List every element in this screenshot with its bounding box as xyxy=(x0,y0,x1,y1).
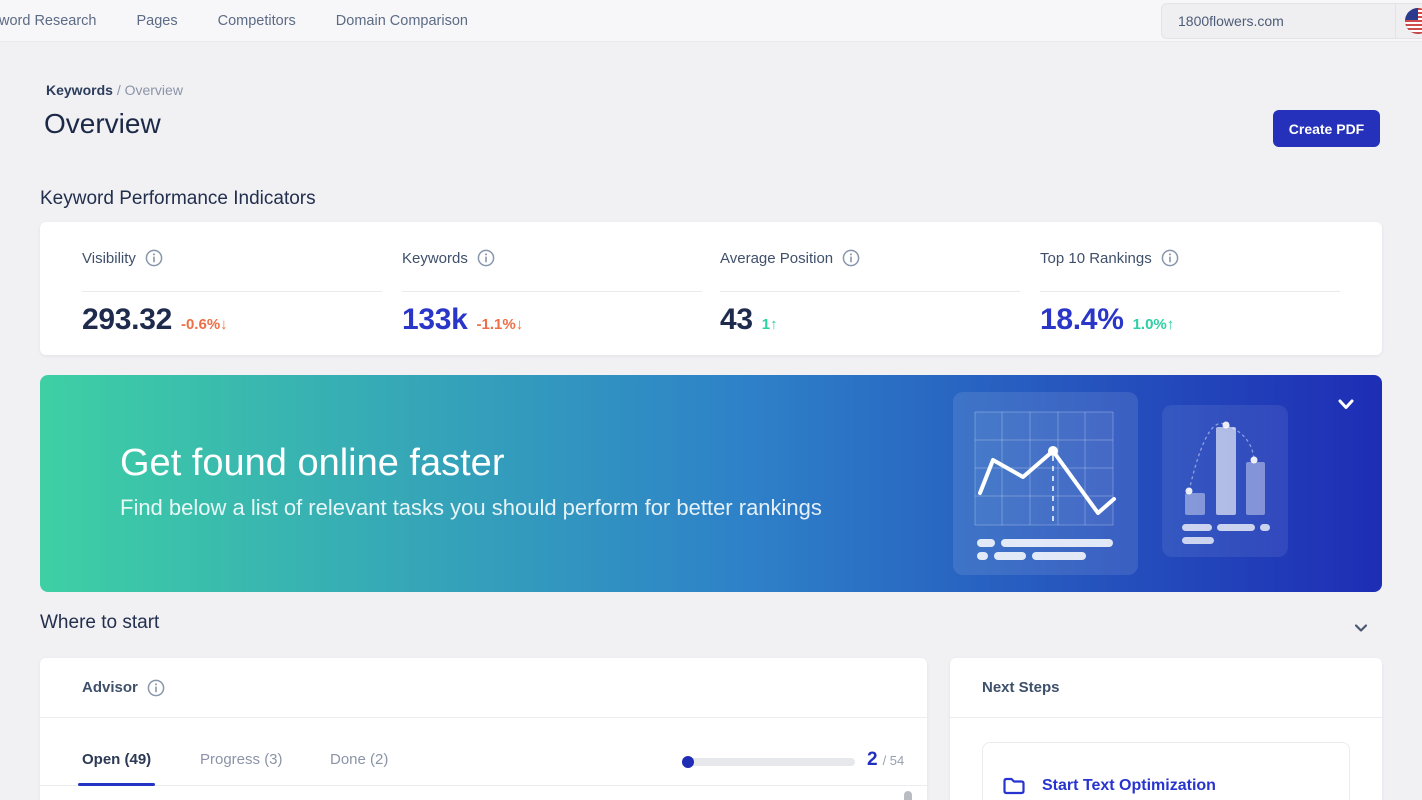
divider xyxy=(1040,291,1340,292)
banner-subtitle: Find below a list of relevant tasks you … xyxy=(120,495,822,520)
breadcrumb-separator: / xyxy=(116,82,121,98)
progress-count: 2 / 54 xyxy=(867,749,904,771)
next-steps-header: Next Steps xyxy=(950,658,1382,718)
kpi-value[interactable]: 18.4% xyxy=(1040,303,1124,336)
breadcrumb-keywords[interactable]: Keywords xyxy=(46,82,113,98)
banner-title: Get found online faster xyxy=(120,442,505,484)
info-icon[interactable] xyxy=(147,679,165,697)
nav-item-domain-comparison[interactable]: Domain Comparison xyxy=(335,13,468,29)
divider xyxy=(720,291,1020,292)
progress-total: / 54 xyxy=(882,753,905,768)
active-tab-indicator xyxy=(78,783,155,786)
scrollbar-thumb[interactable] xyxy=(904,791,912,800)
nav-item-competitors[interactable]: Competitors xyxy=(217,13,296,29)
breadcrumb-current: Overview xyxy=(124,82,183,98)
kpi-label: Visibility xyxy=(82,249,136,267)
advisor-title: Advisor xyxy=(82,679,138,696)
kpi-change: -0.6%↓ xyxy=(180,316,228,333)
kpi-change: -1.1%↓ xyxy=(476,316,524,333)
domain-selector[interactable]: 1800flowers.com xyxy=(1161,3,1422,39)
tab-progress[interactable]: Progress (3) xyxy=(200,751,283,768)
advisor-card: Advisor Open (49) Progress (3) Done (2) … xyxy=(40,658,927,800)
kpi-top10-rankings: Top 10 Rankings 18.4% 1.0%↑ xyxy=(1040,248,1340,337)
line-chart-illustration xyxy=(953,392,1138,575)
kpi-change: 1↑ xyxy=(761,316,778,333)
info-icon[interactable] xyxy=(1161,249,1179,267)
info-icon[interactable] xyxy=(842,249,860,267)
create-pdf-button[interactable]: Create PDF xyxy=(1273,110,1380,147)
nav-item-keyword-research[interactable]: Keyword Research xyxy=(0,13,97,29)
kpi-label: Average Position xyxy=(720,249,834,267)
next-step-item[interactable]: Start Text Optimization xyxy=(982,742,1350,800)
kpi-value: 43 xyxy=(720,303,753,336)
divider xyxy=(1395,4,1396,38)
arrow-down-icon: ↓ xyxy=(515,316,524,333)
kpi-card: Visibility 293.32 -0.6%↓ Keywords xyxy=(40,222,1382,355)
divider xyxy=(82,291,382,292)
tab-done[interactable]: Done (2) xyxy=(330,751,389,768)
kpi-label: Keywords xyxy=(402,249,468,267)
info-icon[interactable] xyxy=(477,249,495,267)
kpi-label: Top 10 Rankings xyxy=(1040,249,1152,267)
next-step-label[interactable]: Start Text Optimization xyxy=(1042,777,1216,794)
nav-items: Keyword Research Pages Competitors Domai… xyxy=(0,0,1422,42)
progress-indicator xyxy=(682,756,694,768)
kpi-keywords: Keywords 133k -1.1%↓ xyxy=(402,248,702,337)
arrow-up-icon: ↑ xyxy=(1166,316,1175,333)
promo-banner: Get found online faster Find below a lis… xyxy=(40,375,1382,592)
next-steps-title: Next Steps xyxy=(982,679,1060,696)
breadcrumb: Keywords / Overview xyxy=(46,82,183,98)
top-navigation: Keyword Research Pages Competitors Domai… xyxy=(0,0,1422,42)
progress-done: 2 xyxy=(867,749,878,770)
bar-chart-illustration xyxy=(1162,405,1288,557)
next-steps-card: Next Steps Start Text Optimization xyxy=(950,658,1382,800)
kpi-average-position: Average Position 43 1↑ xyxy=(720,248,1020,337)
us-flag-icon[interactable] xyxy=(1405,8,1422,34)
kpi-value: 293.32 xyxy=(82,303,172,336)
arrow-up-icon: ↑ xyxy=(770,316,778,333)
folder-icon xyxy=(1003,777,1025,795)
kpi-value[interactable]: 133k xyxy=(402,303,468,336)
arrow-down-icon: ↓ xyxy=(220,316,228,333)
where-to-start-heading: Where to start xyxy=(40,612,160,633)
page-title: Overview xyxy=(44,108,161,139)
kpi-section-heading: Keyword Performance Indicators xyxy=(40,188,316,209)
domain-value[interactable]: 1800flowers.com xyxy=(1178,13,1284,29)
kpi-visibility: Visibility 293.32 -0.6%↓ xyxy=(82,248,382,337)
nav-item-pages[interactable]: Pages xyxy=(136,13,178,29)
chevron-down-icon[interactable] xyxy=(1334,392,1358,416)
divider xyxy=(402,291,702,292)
advisor-tabs: Open (49) Progress (3) Done (2) 2 / 54 xyxy=(40,718,927,786)
advisor-progress-bar xyxy=(682,756,855,768)
tab-open[interactable]: Open (49) xyxy=(82,751,152,768)
info-icon[interactable] xyxy=(145,249,163,267)
advisor-header: Advisor xyxy=(40,658,927,718)
kpi-change: 1.0%↑ xyxy=(1132,316,1175,333)
chevron-down-icon[interactable] xyxy=(1351,618,1371,638)
